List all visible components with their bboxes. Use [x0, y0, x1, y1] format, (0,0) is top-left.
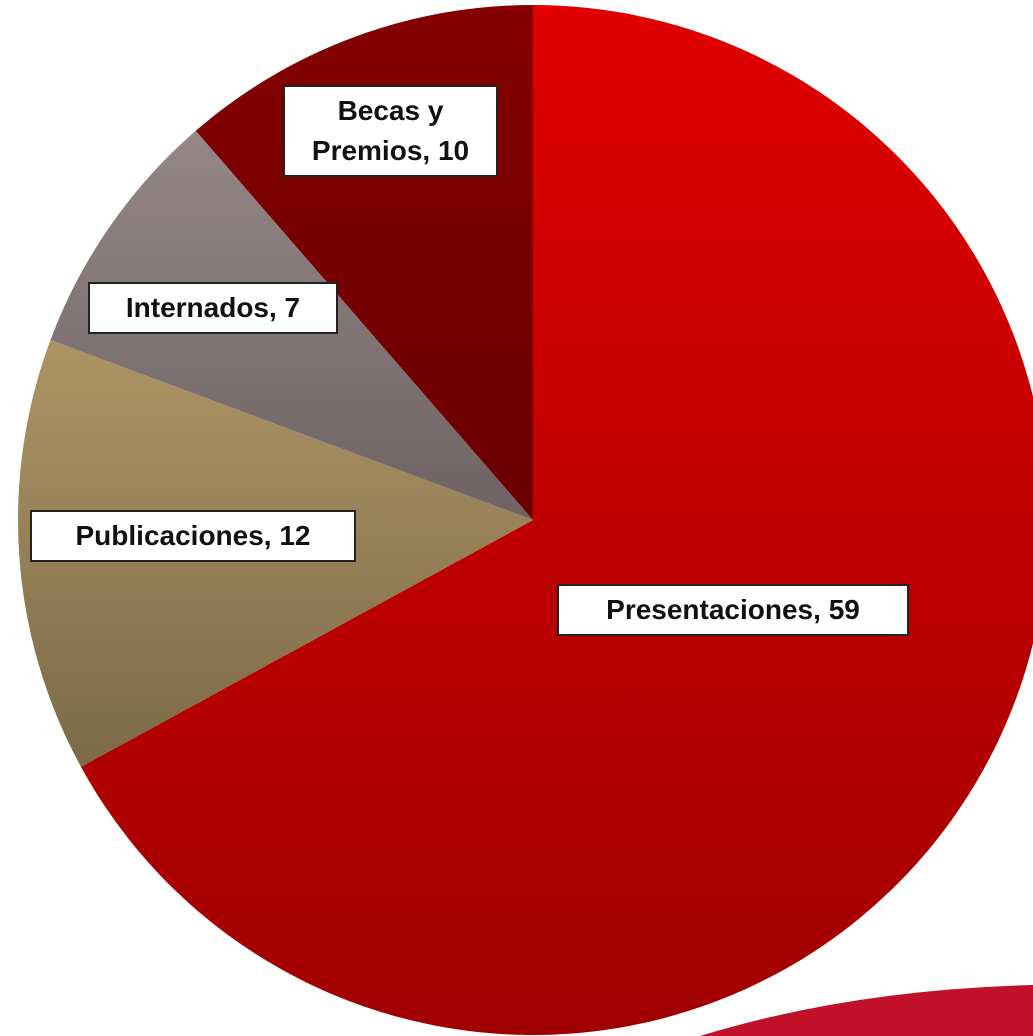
data-label: Internados, 7 [88, 282, 338, 334]
data-label: Becas y Premios, 10 [283, 85, 498, 177]
data-label: Presentaciones, 59 [557, 584, 909, 636]
data-label: Publicaciones, 12 [30, 510, 356, 562]
decor-swoosh [700, 985, 1033, 1036]
pie-slice: Presentaciones [80, 5, 1033, 1035]
